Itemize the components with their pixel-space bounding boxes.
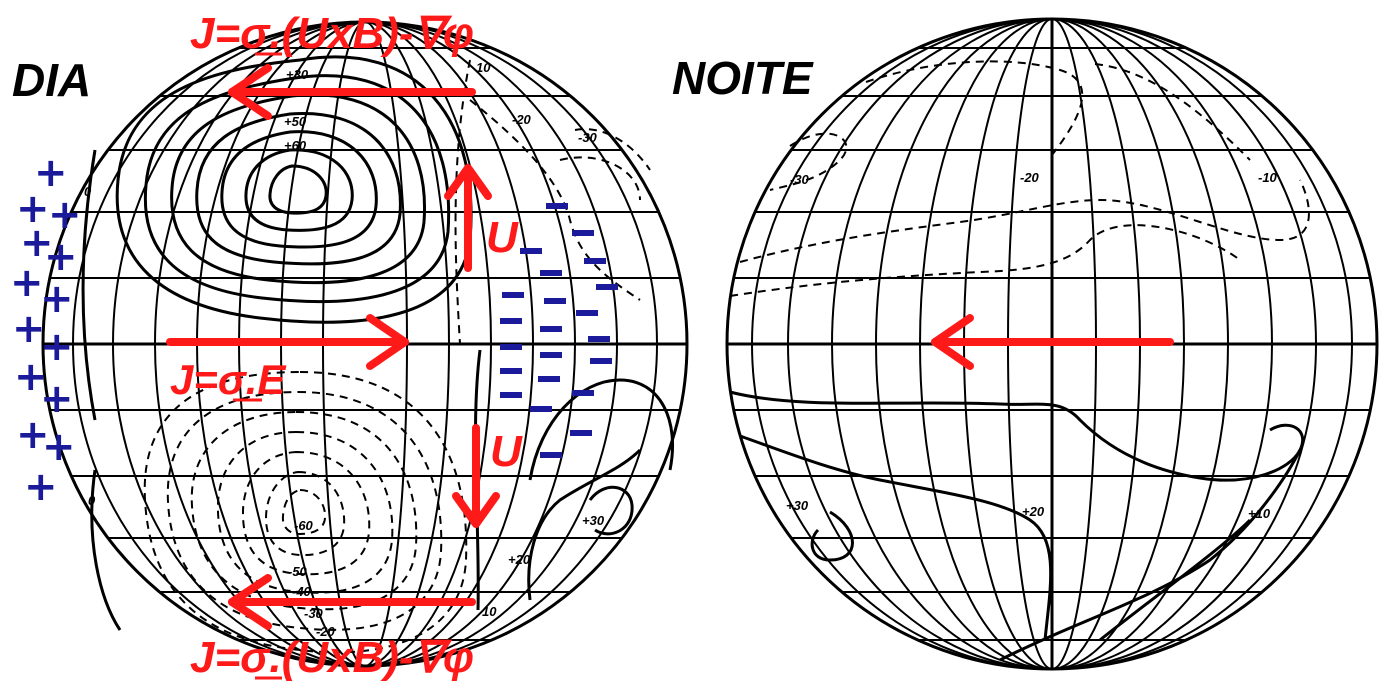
minus-charge <box>544 298 566 304</box>
minus-charge <box>502 292 524 298</box>
minus-charge <box>540 352 562 358</box>
contour-label: -20 <box>512 112 532 127</box>
minus-charge <box>530 406 552 412</box>
positive-charges: + + + + + + + + + + + + + + <box>10 150 82 510</box>
plus-charge: + <box>14 354 48 400</box>
day-globe: + + + + + + + + + + + + + + <box>10 9 689 682</box>
day-right-contours <box>473 349 675 611</box>
night-negative-contours <box>729 60 1310 297</box>
contour-label: -60 <box>294 518 314 533</box>
minus-charge <box>572 230 594 236</box>
wind-label-lower: U <box>490 427 523 476</box>
plus-charge: + <box>40 276 74 322</box>
minus-charge <box>584 258 606 264</box>
day-positive-contours <box>81 55 473 631</box>
minus-charge <box>500 368 522 374</box>
arrow-bottom-westward <box>228 574 476 630</box>
minus-charge <box>500 392 522 398</box>
minus-charge <box>546 203 568 209</box>
arrow-middle-eastward <box>166 314 409 370</box>
plus-charge: + <box>40 324 74 370</box>
minus-charge <box>540 452 562 458</box>
day-globe-outline <box>41 20 689 668</box>
arrow-top-westward <box>228 64 476 120</box>
night-globe: -30 -20 -10 +30 +20 +10 NOITE <box>672 17 1379 671</box>
minus-charge <box>570 430 592 436</box>
plus-charge: + <box>12 306 46 352</box>
minus-charge <box>588 336 610 342</box>
plus-charge: + <box>48 192 82 238</box>
plus-charge: + <box>16 412 50 458</box>
contour-label: +20 <box>1022 504 1045 519</box>
contour-label: +30 <box>786 498 809 513</box>
minus-charge <box>572 390 594 396</box>
contour-label: 10 <box>482 604 497 619</box>
day-contour-labels: 0 0 +30 +50 +60 -60 -50 -40 -30 -20 -20 … <box>84 60 605 639</box>
minus-charge <box>500 318 522 324</box>
plus-charge: + <box>16 186 50 232</box>
plus-charge: + <box>40 376 74 422</box>
contour-label: -20 <box>1020 170 1040 185</box>
night-positive-contours <box>729 390 1305 662</box>
contour-label: -20 <box>316 624 336 639</box>
sigma-underlines <box>233 52 282 680</box>
plus-charge: + <box>10 260 44 306</box>
contour-label: -10 <box>1258 170 1278 185</box>
contour-label: -30 <box>578 130 598 145</box>
wind-arrow-up <box>444 164 492 272</box>
contour-label: +30 <box>582 513 605 528</box>
plus-charge: + <box>42 424 76 470</box>
contour-label: 10 <box>476 60 491 75</box>
day-current-arrows <box>166 64 500 630</box>
minus-charge <box>540 326 562 332</box>
equation-bottom: J=σ.(UxB)-∇φ <box>190 633 474 682</box>
equation-middle: J=σ.E <box>170 356 287 403</box>
contour-label: 0 <box>88 493 96 508</box>
minus-charge <box>520 248 542 254</box>
contour-label: +60 <box>284 138 307 153</box>
contour-label: -30 <box>304 606 324 621</box>
minus-charge <box>596 284 618 290</box>
wind-arrow-down <box>452 424 500 528</box>
contour-label: +10 <box>1248 506 1271 521</box>
negative-charges <box>500 203 618 458</box>
contour-label: 0 <box>84 184 92 199</box>
day-title: DIA <box>12 54 91 106</box>
night-title: NOITE <box>672 52 814 104</box>
wind-label-upper: U <box>486 213 519 262</box>
plus-charge: + <box>20 220 54 266</box>
plus-charge: + <box>24 464 58 510</box>
contour-label: -30 <box>790 172 810 187</box>
plus-charge: + <box>34 150 68 196</box>
night-contour-labels: -30 -20 -10 +30 +20 +10 <box>786 170 1278 521</box>
minus-charge <box>500 344 522 350</box>
contour-label: +30 <box>286 67 309 82</box>
night-current-arrow <box>931 314 1174 370</box>
minus-charge <box>590 358 612 364</box>
contour-label: +50 <box>284 114 307 129</box>
minus-charge <box>538 376 560 382</box>
plus-charge: + <box>44 234 78 280</box>
minus-charge <box>576 310 598 316</box>
night-globe-outline <box>725 17 1379 671</box>
minus-charge <box>540 270 562 276</box>
contour-label: +20 <box>508 552 531 567</box>
equation-top: J=σ.(UxB)-∇φ <box>190 9 474 58</box>
contour-label: -50 <box>288 564 308 579</box>
day-negative-contours <box>143 59 651 654</box>
contour-label: -40 <box>292 584 312 599</box>
